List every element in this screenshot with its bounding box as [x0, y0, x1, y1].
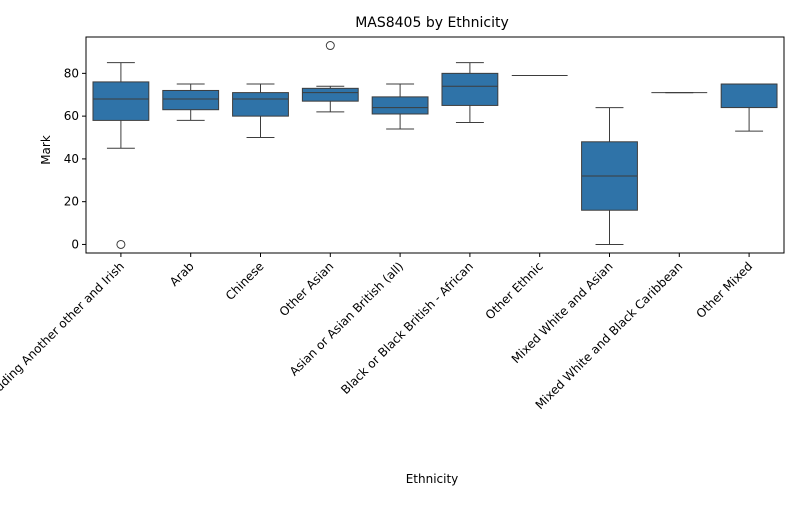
iqr-box [441, 72, 499, 106]
y-tick-label: 80 [64, 66, 79, 80]
y-tick-label: 40 [64, 152, 79, 166]
chart-title: MAS8405 by Ethnicity [355, 15, 509, 31]
x-axis-label: Ethnicity [406, 472, 459, 486]
iqr-box [92, 81, 150, 121]
iqr-box [371, 96, 429, 115]
iqr-box [162, 89, 220, 111]
iqr-box [720, 83, 778, 109]
y-tick-label: 60 [64, 109, 79, 123]
outlier-point [116, 239, 126, 249]
outlier-point [325, 41, 335, 51]
axes-frame [85, 36, 785, 254]
iqr-box [301, 87, 359, 102]
y-tick-label: 20 [64, 195, 79, 209]
y-tick-label: 0 [71, 237, 79, 251]
iqr-box [232, 92, 289, 117]
y-axis-label: Mark [39, 135, 53, 165]
